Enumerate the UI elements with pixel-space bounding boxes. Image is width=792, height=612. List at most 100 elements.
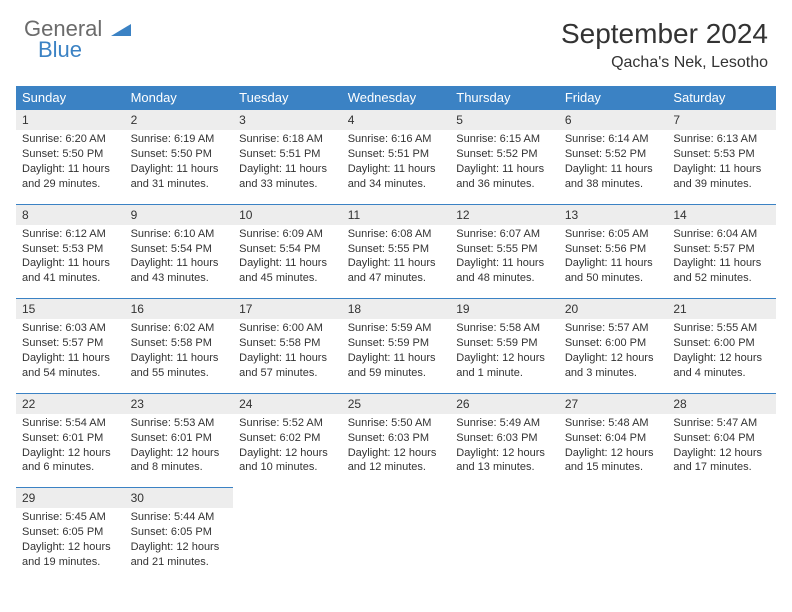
weekday-header-row: Sunday Monday Tuesday Wednesday Thursday… — [16, 86, 776, 109]
day-line: Sunrise: 6:13 AM — [673, 132, 770, 147]
day-line: and 19 minutes. — [22, 555, 119, 570]
day-line: and 57 minutes. — [239, 366, 336, 381]
weekday-sunday: Sunday — [16, 86, 125, 109]
calendar-week-row: 1Sunrise: 6:20 AMSunset: 5:50 PMDaylight… — [16, 109, 776, 200]
day-line: Sunrise: 5:59 AM — [348, 321, 445, 336]
calendar-day-cell: 6Sunrise: 6:14 AMSunset: 5:52 PMDaylight… — [559, 109, 668, 200]
day-line: Sunset: 6:01 PM — [131, 431, 228, 446]
day-line: Sunrise: 6:15 AM — [456, 132, 553, 147]
calendar-day-cell: 22Sunrise: 5:54 AMSunset: 6:01 PMDayligh… — [16, 393, 125, 484]
day-line: and 21 minutes. — [131, 555, 228, 570]
day-number: 21 — [667, 298, 776, 319]
day-line: Sunrise: 6:16 AM — [348, 132, 445, 147]
day-line: and 59 minutes. — [348, 366, 445, 381]
calendar-day-cell: 12Sunrise: 6:07 AMSunset: 5:55 PMDayligh… — [450, 204, 559, 295]
day-line: and 41 minutes. — [22, 271, 119, 286]
day-line: and 55 minutes. — [131, 366, 228, 381]
day-line: Sunset: 5:51 PM — [348, 147, 445, 162]
day-line: Daylight: 11 hours — [565, 256, 662, 271]
calendar-day-cell: 1Sunrise: 6:20 AMSunset: 5:50 PMDaylight… — [16, 109, 125, 200]
day-line: Daylight: 11 hours — [673, 256, 770, 271]
day-body: Sunrise: 6:13 AMSunset: 5:53 PMDaylight:… — [667, 130, 776, 199]
day-number: 19 — [450, 298, 559, 319]
day-number: 20 — [559, 298, 668, 319]
day-line: and 52 minutes. — [673, 271, 770, 286]
day-line: Sunset: 5:50 PM — [22, 147, 119, 162]
calendar-day-cell: 4Sunrise: 6:16 AMSunset: 5:51 PMDaylight… — [342, 109, 451, 200]
day-line: Daylight: 11 hours — [239, 351, 336, 366]
calendar-day-cell: 20Sunrise: 5:57 AMSunset: 6:00 PMDayligh… — [559, 298, 668, 389]
day-line: Sunrise: 6:19 AM — [131, 132, 228, 147]
day-line: Sunrise: 6:10 AM — [131, 227, 228, 242]
day-number: 16 — [125, 298, 234, 319]
day-body: Sunrise: 5:50 AMSunset: 6:03 PMDaylight:… — [342, 414, 451, 483]
day-body: Sunrise: 5:52 AMSunset: 6:02 PMDaylight:… — [233, 414, 342, 483]
day-line: Daylight: 11 hours — [348, 351, 445, 366]
day-line: and 13 minutes. — [456, 460, 553, 475]
day-number: 5 — [450, 109, 559, 130]
day-number: 7 — [667, 109, 776, 130]
day-number: 12 — [450, 204, 559, 225]
day-number: 15 — [16, 298, 125, 319]
day-line: Sunrise: 5:57 AM — [565, 321, 662, 336]
day-line: Sunset: 6:03 PM — [348, 431, 445, 446]
day-number: 6 — [559, 109, 668, 130]
day-number: 27 — [559, 393, 668, 414]
day-body: Sunrise: 5:45 AMSunset: 6:05 PMDaylight:… — [16, 508, 125, 577]
day-body: Sunrise: 6:08 AMSunset: 5:55 PMDaylight:… — [342, 225, 451, 294]
day-line: Sunrise: 6:18 AM — [239, 132, 336, 147]
day-line: and 47 minutes. — [348, 271, 445, 286]
day-body: Sunrise: 6:12 AMSunset: 5:53 PMDaylight:… — [16, 225, 125, 294]
day-body: Sunrise: 6:15 AMSunset: 5:52 PMDaylight:… — [450, 130, 559, 199]
day-line: and 15 minutes. — [565, 460, 662, 475]
day-body: Sunrise: 6:00 AMSunset: 5:58 PMDaylight:… — [233, 319, 342, 388]
day-number: 24 — [233, 393, 342, 414]
calendar-day-cell: 11Sunrise: 6:08 AMSunset: 5:55 PMDayligh… — [342, 204, 451, 295]
day-line: Sunset: 6:04 PM — [673, 431, 770, 446]
day-body: Sunrise: 6:20 AMSunset: 5:50 PMDaylight:… — [16, 130, 125, 199]
day-line: and 39 minutes. — [673, 177, 770, 192]
calendar-day-cell — [450, 487, 559, 578]
day-body: Sunrise: 5:48 AMSunset: 6:04 PMDaylight:… — [559, 414, 668, 483]
day-body: Sunrise: 5:55 AMSunset: 6:00 PMDaylight:… — [667, 319, 776, 388]
page-title: September 2024 — [561, 18, 768, 50]
day-line: Daylight: 12 hours — [131, 540, 228, 555]
day-body: Sunrise: 6:09 AMSunset: 5:54 PMDaylight:… — [233, 225, 342, 294]
day-number: 8 — [16, 204, 125, 225]
day-number: 25 — [342, 393, 451, 414]
day-line: and 8 minutes. — [131, 460, 228, 475]
calendar-day-cell: 23Sunrise: 5:53 AMSunset: 6:01 PMDayligh… — [125, 393, 234, 484]
day-line: Sunset: 5:54 PM — [131, 242, 228, 257]
calendar-week-row: 29Sunrise: 5:45 AMSunset: 6:05 PMDayligh… — [16, 487, 776, 578]
day-number: 9 — [125, 204, 234, 225]
day-number: 11 — [342, 204, 451, 225]
day-line: Sunset: 6:04 PM — [565, 431, 662, 446]
day-number: 18 — [342, 298, 451, 319]
calendar-day-cell: 29Sunrise: 5:45 AMSunset: 6:05 PMDayligh… — [16, 487, 125, 578]
day-line: Sunset: 6:01 PM — [22, 431, 119, 446]
calendar-day-cell: 5Sunrise: 6:15 AMSunset: 5:52 PMDaylight… — [450, 109, 559, 200]
calendar-day-cell: 28Sunrise: 5:47 AMSunset: 6:04 PMDayligh… — [667, 393, 776, 484]
header: General Blue September 2024 Qacha's Nek,… — [0, 0, 792, 80]
day-line: Sunrise: 6:20 AM — [22, 132, 119, 147]
day-body: Sunrise: 5:54 AMSunset: 6:01 PMDaylight:… — [16, 414, 125, 483]
day-line: Daylight: 12 hours — [348, 446, 445, 461]
logo-text-blue: Blue — [38, 39, 131, 61]
day-line: Sunrise: 6:08 AM — [348, 227, 445, 242]
day-line: and 45 minutes. — [239, 271, 336, 286]
day-line: and 34 minutes. — [348, 177, 445, 192]
day-line: Sunset: 6:00 PM — [673, 336, 770, 351]
day-line: Sunset: 6:03 PM — [456, 431, 553, 446]
day-line: Sunrise: 6:07 AM — [456, 227, 553, 242]
day-line: and 17 minutes. — [673, 460, 770, 475]
day-line: Sunrise: 6:14 AM — [565, 132, 662, 147]
day-line: Daylight: 11 hours — [22, 162, 119, 177]
calendar-day-cell: 8Sunrise: 6:12 AMSunset: 5:53 PMDaylight… — [16, 204, 125, 295]
day-body: Sunrise: 6:07 AMSunset: 5:55 PMDaylight:… — [450, 225, 559, 294]
day-line: Daylight: 11 hours — [22, 351, 119, 366]
day-line: Sunrise: 6:09 AM — [239, 227, 336, 242]
day-line: Daylight: 11 hours — [239, 162, 336, 177]
day-number: 4 — [342, 109, 451, 130]
day-line: Sunset: 6:02 PM — [239, 431, 336, 446]
day-body: Sunrise: 6:05 AMSunset: 5:56 PMDaylight:… — [559, 225, 668, 294]
